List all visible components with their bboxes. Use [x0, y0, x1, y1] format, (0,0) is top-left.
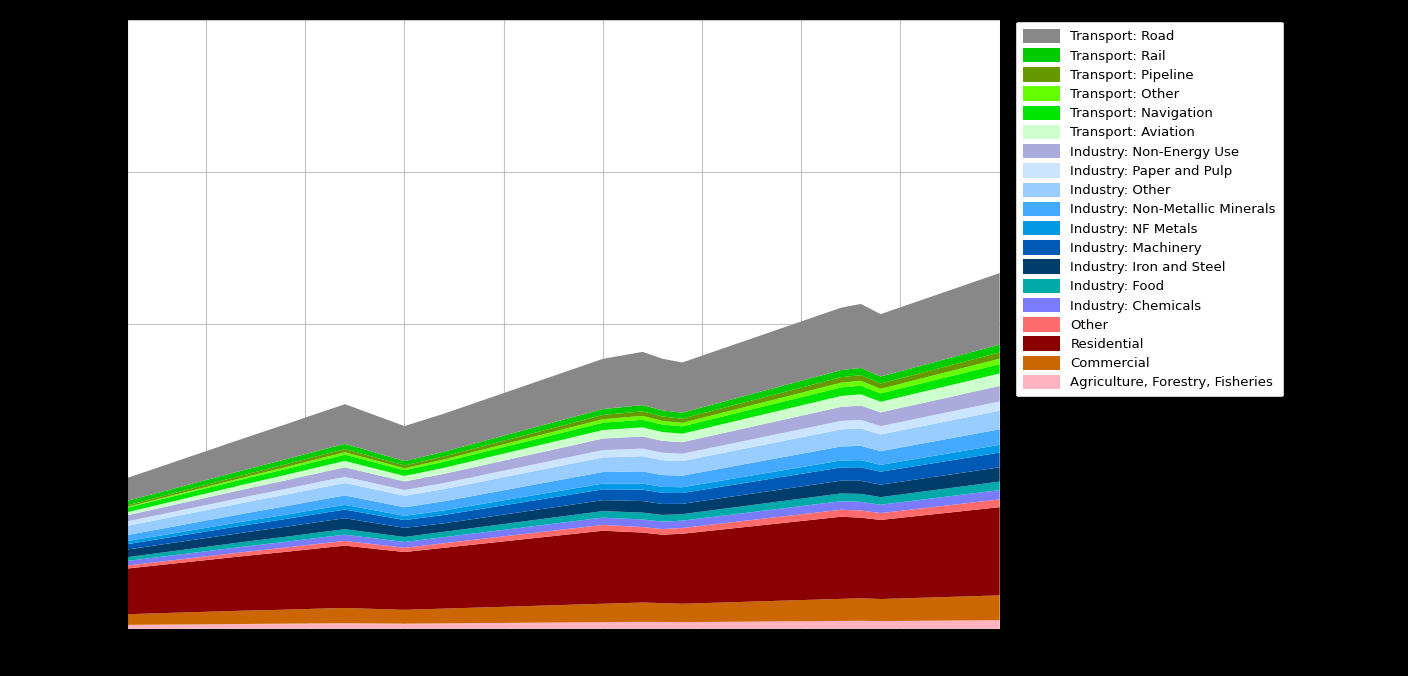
Legend: Transport: Road, Transport: Rail, Transport: Pipeline, Transport: Other, Transpo: Transport: Road, Transport: Rail, Transp…	[1015, 21, 1284, 397]
